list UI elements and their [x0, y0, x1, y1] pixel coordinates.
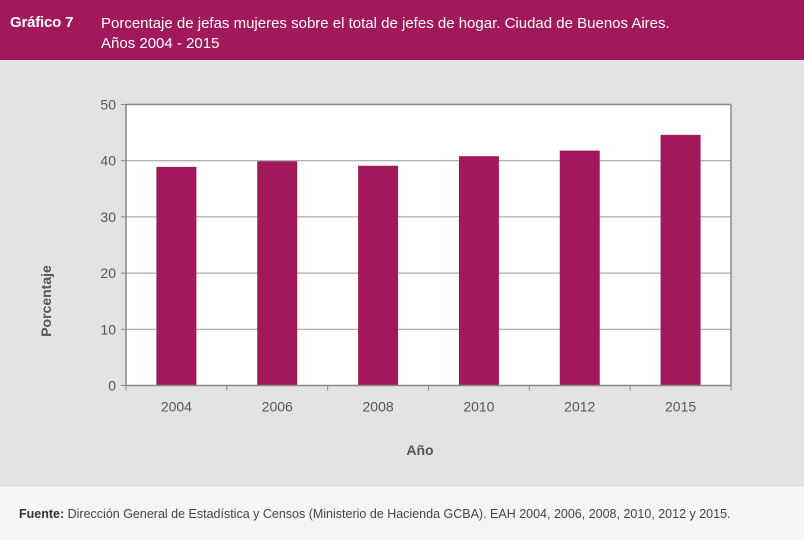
bar-2015	[660, 134, 701, 386]
y-tick-label: 30	[100, 209, 116, 225]
y-tick-labels: 0 10 20 30 40 50	[100, 97, 116, 394]
bar-2006	[257, 161, 298, 386]
bar-2004	[156, 166, 197, 386]
chart-title-line2: Años 2004 - 2015	[101, 35, 220, 52]
y-tick-label: 0	[108, 378, 116, 394]
x-tick-label: 2015	[665, 399, 696, 415]
y-axis-label: Porcentaje	[38, 265, 54, 337]
x-tick-label: 2010	[463, 399, 494, 415]
x-axis-label: Año	[406, 442, 433, 458]
y-tick-label: 40	[100, 153, 116, 169]
x-tick-label: 2006	[262, 399, 293, 415]
chart-number: Gráfico 7	[10, 14, 74, 31]
source-note: Fuente: Dirección General de Estadística…	[19, 507, 731, 521]
x-tick-labels: 2004 2006 2008 2010 2012 2015	[161, 399, 697, 415]
y-tick-label: 20	[100, 265, 116, 281]
bar-chart: 0 10 20 30 40 50 2004 2006 2008 2010 2012 2015 Por…	[38, 97, 732, 458]
chart-title-line1: Porcentaje de jefas mujeres sobre el tot…	[101, 15, 670, 32]
bar-2010	[458, 156, 499, 386]
axes	[121, 103, 732, 391]
x-tick-label: 2004	[161, 399, 192, 415]
y-tick-label: 10	[100, 321, 116, 337]
bar-2012	[559, 150, 600, 386]
x-tick-label: 2008	[363, 399, 394, 415]
x-tick-label: 2012	[564, 399, 595, 415]
chart-header: Gráfico 7 Porcentaje de jefas mujeres so…	[0, 0, 804, 60]
bars	[156, 134, 701, 386]
footer: Fuente: Dirección General de Estadística…	[0, 487, 804, 540]
plot-background	[126, 104, 731, 386]
bar-2008	[358, 165, 399, 386]
chart-title: Porcentaje de jefas mujeres sobre el tot…	[101, 14, 791, 54]
y-tick-label: 50	[100, 97, 116, 113]
chart-area: 0 10 20 30 40 50 2004 2006 2008 2010 2012 2015 Por…	[0, 60, 804, 487]
source-label: Fuente:	[19, 507, 65, 521]
source-text: Dirección General de Estadística y Censo…	[67, 507, 731, 521]
